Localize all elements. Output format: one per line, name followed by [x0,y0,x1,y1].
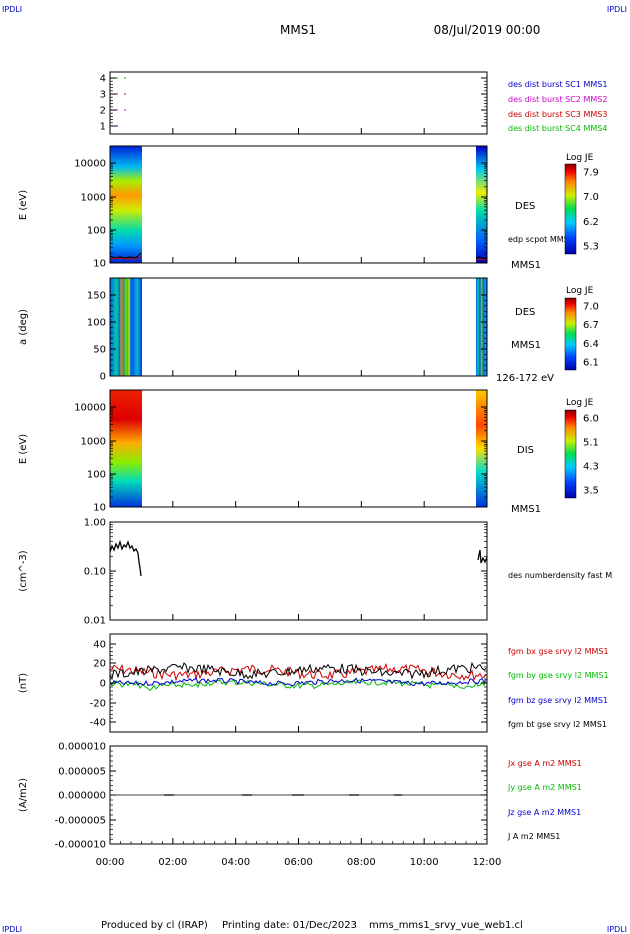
corner-label-bottom-right: IPDLI [607,925,627,934]
y-tick-label: 2 [100,106,106,117]
colorbar-tick-label: 6.0 [583,414,599,425]
plot-datetime: 08/Jul/2019 00:00 [434,23,541,37]
y-tick-label: -40 [90,718,106,729]
y-tick-label: -0.000005 [55,816,106,827]
panel-des-energy-label-spacecraft: MMS1 [511,260,541,271]
y-tick-label: -0.000010 [55,840,106,851]
y-tick-label: 10000 [74,159,106,170]
panel-des-energy-ylabel: E (eV) [18,190,29,220]
fgm-series-line [109,661,487,680]
panel-des-pitch-label-species: DES [515,307,535,318]
panel-current: (A/m2) -0.000010 -0.000005 0.000000 0.00000… [18,742,582,851]
y-tick-label: 100 [87,226,106,237]
x-tick-label: 02:00 [158,857,187,868]
y-tick-label: 0.01 [84,616,106,627]
colorbar-2-title: Log JE [566,286,594,296]
legend-entry: fgm by gse srvy l2 MMS1 [508,671,609,680]
legend-entry: fgm bz gse srvy l2 MMS1 [508,696,608,705]
legend-entry: Jx gse A m2 MMS1 [507,759,582,768]
x-tick-label: 06:00 [284,857,313,868]
y-tick-label: 100 [87,318,106,329]
legend-entry: Jy gse A m2 MMS1 [507,783,582,792]
y-tick-label: 1 [100,122,106,133]
legend-entry: fgm bt gse srvy l2 MMS1 [508,720,607,729]
legend-entry: des dist burst SC4 MMS4 [508,124,607,133]
colorbar-tick-label: 5.1 [583,438,599,449]
y-tick-label: 1000 [81,193,106,204]
footer-produced-by: Produced by cl (IRAP) [101,920,208,931]
legend-entry: des dist burst SC1 MMS1 [508,80,607,89]
x-tick-label: 00:00 [96,857,125,868]
legend-entry: des dist burst SC2 MMS2 [508,95,607,104]
y-tick-label: 0.000000 [58,791,106,802]
y-tick-label: 0.000010 [58,742,106,753]
panel-dis-energy-label-spacecraft: MMS1 [511,504,541,515]
panel-dis-energy-ylabel: E (eV) [18,434,29,464]
panel-fgm-ylabel: (nT) [18,673,29,693]
y-tick-label: 20 [93,659,106,670]
panel-des-energy: E (eV) 10 100 1000 10000 DES edp scpot MMS1… [18,145,599,271]
colorbar-tick-label: 7.9 [583,168,599,179]
panel-des-pitch: a (deg) 0 50 100 150 DES MMS1 126-172 eV Lo… [18,277,599,384]
legend-entry: Jz gse A m2 MMS1 [507,808,581,817]
footer-printing-date: Printing date: 01/Dec/2023 [222,920,357,931]
colorbar-tick-label: 7.0 [583,192,599,203]
colorbar-tick-label: 6.1 [583,358,599,369]
panel-des-energy-label-species: DES [515,201,535,212]
y-tick-label: 1000 [81,437,106,448]
panel-des-pitch-label-energy-range: 126-172 eV [496,373,554,384]
x-tick-label: 08:00 [347,857,376,868]
y-tick-label: 40 [93,640,106,651]
panel-fgm: (nT) -40 -20 0 20 40 fgm bx gse srvy l2 MMS1… [18,633,609,733]
panel-des-pitch-ylabel: a (deg) [18,309,29,345]
corner-label-top-left: IPDLI [2,5,22,14]
colorbar-1-title: Log JE [566,153,594,163]
panel-density: (cm^-3) 0.01 0.10 1.00 des numberdensity f… [18,518,612,627]
x-tick-label: 12:00 [473,857,502,868]
y-tick-label: 1.00 [84,518,106,529]
colorbar-3-title: Log JE [566,398,594,408]
fgm-series-line [109,677,487,687]
colorbar-tick-label: 6.2 [583,217,599,228]
panel-des-energy-label-scpot: edp scpot MMS1 [508,235,574,244]
colorbar-tick-label: 5.3 [583,242,599,253]
y-tick-label: 100 [87,470,106,481]
y-tick-label: 10 [93,503,106,514]
corner-label-bottom-left: IPDLI [2,925,22,934]
time-axis: 00:00 02:00 04:00 06:00 08:00 10:00 12:00 [96,128,502,868]
y-tick-label: 3 [100,90,106,101]
y-tick-label: 50 [93,345,106,356]
colorbar-tick-label: 4.3 [583,462,599,473]
legend-entry: des numberdensity fast M [508,571,612,580]
panel-current-ylabel: (A/m2) [18,778,29,812]
legend-entry: des dist burst SC3 MMS3 [508,110,607,119]
panel-des-pitch-label-spacecraft: MMS1 [511,340,541,351]
y-tick-label: 10 [93,259,106,270]
x-tick-label: 04:00 [221,857,250,868]
y-tick-label: -20 [90,699,106,710]
legend-entry: fgm bx gse srvy l2 MMS1 [508,647,609,656]
corner-label-top-right: IPDLI [607,5,627,14]
y-tick-label: 0 [100,372,106,383]
colorbar-tick-label: 6.4 [583,339,599,350]
panel-dis-energy-label-species: DIS [517,445,534,456]
y-tick-label: 0 [100,679,106,690]
fgm-series-line [109,662,487,682]
panel-burst: 1 2 3 4 des dist burst SC1 MMS1 des dist bur… [100,71,607,135]
y-tick-label: 10000 [74,403,106,414]
y-tick-label: 150 [87,291,106,302]
colorbar-tick-label: 3.5 [583,486,599,497]
panel-dis-energy: E (eV) 10 100 1000 10000 DIS MMS1 Log JE 6.… [18,389,599,515]
colorbar-tick-label: 7.0 [583,302,599,313]
page-title: MMS1 [280,23,316,37]
y-tick-label: 0.000005 [58,767,106,778]
footer-filename: mms_mms1_srvy_vue_web1.cl [369,920,523,931]
legend-entry: J A m2 MMS1 [507,832,560,841]
x-tick-label: 10:00 [410,857,439,868]
colorbar-tick-label: 6.7 [583,320,599,331]
panel-density-ylabel: (cm^-3) [18,550,29,591]
y-tick-label: 0.10 [84,567,106,578]
y-tick-label: 4 [100,74,106,85]
